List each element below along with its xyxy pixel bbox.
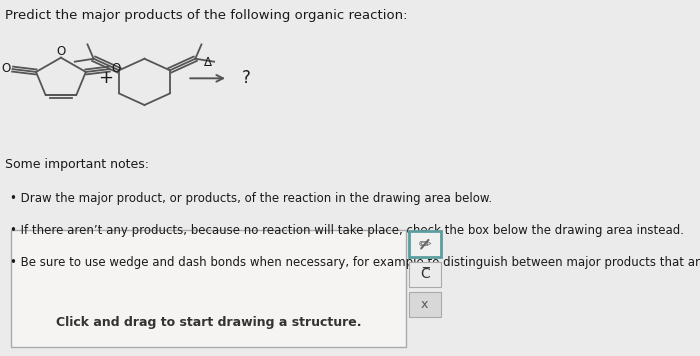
Text: +: + (99, 69, 113, 87)
Text: • If there aren’t any products, because no reaction will take place, check the b: • If there aren’t any products, because … (10, 224, 684, 237)
Text: Predict the major products of the following organic reaction:: Predict the major products of the follow… (6, 9, 408, 22)
Text: O: O (111, 62, 120, 75)
FancyBboxPatch shape (409, 292, 441, 317)
Text: ?: ? (241, 69, 251, 87)
Text: Δ: Δ (204, 56, 211, 69)
Text: O: O (1, 62, 10, 75)
Text: Some important notes:: Some important notes: (6, 158, 149, 172)
Text: x: x (421, 298, 428, 311)
Text: C̅: C̅ (420, 267, 430, 282)
Text: • Be sure to use wedge and dash bonds when necessary, for example to distinguish: • Be sure to use wedge and dash bonds wh… (10, 256, 700, 269)
FancyBboxPatch shape (11, 230, 406, 347)
FancyBboxPatch shape (409, 231, 441, 257)
Text: • Draw the major product, or products, of the reaction in the drawing area below: • Draw the major product, or products, o… (10, 192, 492, 205)
FancyBboxPatch shape (409, 262, 441, 287)
Text: O: O (56, 46, 66, 58)
Text: Click and drag to start drawing a structure.: Click and drag to start drawing a struct… (56, 316, 361, 329)
Text: ✏: ✏ (419, 237, 431, 252)
